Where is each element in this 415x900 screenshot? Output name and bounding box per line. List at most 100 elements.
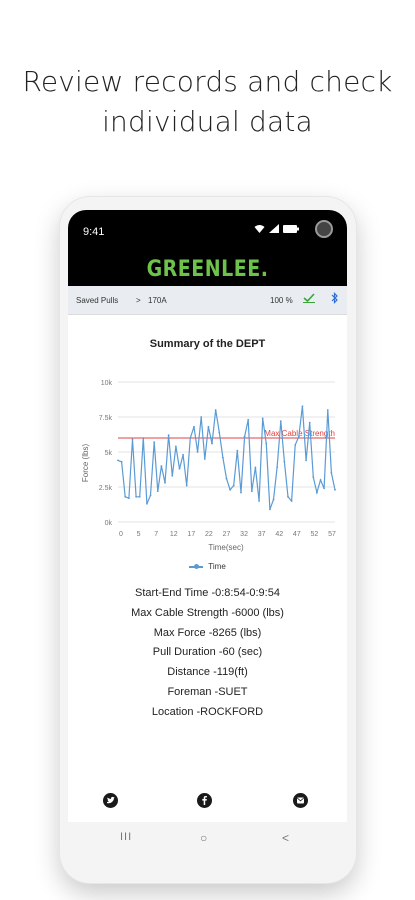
data-point bbox=[308, 421, 311, 424]
legend-swatch bbox=[189, 563, 204, 569]
data-point bbox=[135, 495, 137, 498]
data-point bbox=[153, 441, 156, 444]
zoom-level: 100 % bbox=[270, 296, 293, 305]
email-icon[interactable] bbox=[293, 793, 308, 808]
app-header: GREENLEE. bbox=[68, 252, 347, 286]
data-point bbox=[196, 451, 199, 453]
data-point bbox=[149, 494, 152, 497]
data-point bbox=[174, 445, 177, 448]
pull-details: Start-End Time -0:8:54-0:9:54 Max Cable … bbox=[68, 584, 347, 723]
camera-cutout bbox=[315, 220, 333, 238]
data-point bbox=[178, 467, 181, 470]
x-tick-label: 17 bbox=[187, 531, 195, 538]
y-axis-label: Force (lbs) bbox=[81, 444, 90, 483]
data-point bbox=[247, 418, 250, 421]
data-point bbox=[167, 434, 170, 437]
data-point bbox=[225, 477, 228, 480]
signal-icon bbox=[269, 224, 279, 233]
x-tick-label: 12 bbox=[170, 531, 178, 538]
data-point bbox=[330, 472, 333, 474]
x-tick-label: 0 bbox=[119, 531, 123, 538]
data-point bbox=[221, 456, 224, 459]
y-tick-label: 7.5k bbox=[99, 415, 113, 422]
data-point bbox=[182, 453, 184, 456]
detail-max-cable-strength: Max Cable Strength -6000 (lbs) bbox=[131, 606, 284, 619]
data-point bbox=[203, 458, 206, 460]
detail-pull-duration: Pull Duration -60 (sec) bbox=[152, 646, 263, 659]
x-tick-label: 57 bbox=[328, 531, 336, 538]
data-point bbox=[160, 465, 163, 467]
data-point bbox=[200, 416, 203, 418]
data-point bbox=[279, 420, 282, 423]
data-point bbox=[323, 487, 326, 490]
recent-apps-button[interactable]: III bbox=[120, 831, 133, 843]
data-point bbox=[334, 488, 336, 491]
status-bar: 9:41 bbox=[68, 210, 347, 252]
status-icons bbox=[254, 224, 299, 233]
back-button[interactable]: < bbox=[282, 831, 290, 845]
breadcrumb-saved-pulls[interactable]: Saved Pulls bbox=[76, 296, 119, 305]
data-point bbox=[240, 491, 242, 494]
x-tick-label: 52 bbox=[311, 531, 319, 538]
data-point bbox=[193, 425, 195, 428]
data-point bbox=[301, 405, 304, 408]
data-point bbox=[218, 431, 221, 434]
y-tick-label: 5k bbox=[105, 450, 113, 457]
x-tick-label: 32 bbox=[240, 531, 248, 538]
data-point bbox=[276, 466, 279, 469]
data-point bbox=[117, 459, 119, 462]
detail-foreman: Foreman -SUET bbox=[167, 685, 248, 698]
battery-icon bbox=[283, 224, 299, 233]
data-point bbox=[171, 474, 174, 477]
data-point bbox=[164, 481, 166, 484]
x-tick-label: 27 bbox=[223, 531, 231, 538]
data-point bbox=[229, 488, 232, 491]
y-axis-ticks: 0k 2.5k 5k 7.5k 10k bbox=[99, 380, 113, 527]
checkmark-icon[interactable] bbox=[303, 293, 315, 305]
data-point bbox=[261, 417, 264, 420]
twitter-icon[interactable] bbox=[103, 793, 118, 808]
data-point bbox=[211, 442, 213, 445]
series-time-line bbox=[117, 406, 336, 510]
chart-grid bbox=[118, 381, 335, 523]
promo-headline: Review records and check individual data bbox=[0, 62, 415, 142]
facebook-icon[interactable] bbox=[197, 793, 212, 808]
wifi-icon bbox=[254, 225, 265, 233]
data-point bbox=[265, 442, 268, 445]
data-point bbox=[189, 437, 192, 439]
data-point bbox=[185, 484, 188, 487]
headline-line-1: Review records and check bbox=[22, 65, 393, 98]
data-point bbox=[297, 435, 300, 438]
x-tick-label: 47 bbox=[293, 531, 301, 538]
phone-screen: 9:41 GREENLEE. Saved Pulls > 170A 100 % … bbox=[68, 210, 347, 855]
data-point bbox=[326, 409, 329, 411]
detail-max-force: Max Force -8265 (lbs) bbox=[153, 626, 262, 639]
y-tick-label: 10k bbox=[101, 380, 113, 387]
data-point bbox=[131, 438, 134, 441]
data-point bbox=[254, 466, 257, 469]
data-point bbox=[236, 449, 239, 452]
headline-line-2: individual data bbox=[102, 105, 313, 138]
data-point bbox=[127, 497, 130, 500]
y-tick-label: 0k bbox=[105, 520, 113, 527]
data-point bbox=[250, 490, 253, 493]
breadcrumb-current: 170A bbox=[148, 296, 167, 305]
android-nav-bar: III ○ < bbox=[68, 822, 347, 855]
data-point bbox=[312, 476, 315, 479]
home-button[interactable]: ○ bbox=[200, 831, 208, 845]
bluetooth-icon[interactable] bbox=[331, 292, 338, 306]
data-point bbox=[124, 495, 127, 498]
data-point bbox=[232, 484, 235, 487]
data-point bbox=[294, 444, 297, 446]
data-point bbox=[258, 500, 260, 502]
data-point bbox=[283, 460, 286, 463]
x-tick-label: 37 bbox=[258, 531, 266, 538]
status-time: 9:41 bbox=[83, 226, 105, 238]
x-tick-label: 7 bbox=[154, 531, 158, 538]
data-point bbox=[207, 425, 210, 428]
x-axis-ticks: 0 5 7 12 17 22 27 32 37 42 47 52 57 bbox=[119, 531, 336, 538]
detail-start-end-time: Start-End Time -0:8:54-0:9:54 bbox=[135, 587, 280, 599]
data-point bbox=[316, 491, 318, 494]
greenlee-logo: GREENLEE. bbox=[146, 256, 269, 282]
